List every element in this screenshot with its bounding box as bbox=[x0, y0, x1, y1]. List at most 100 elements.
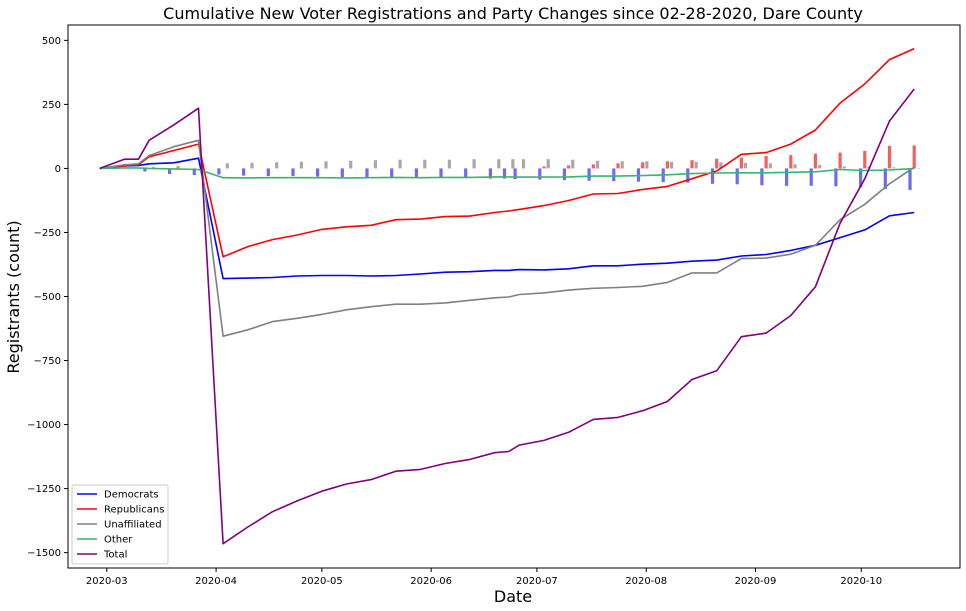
bar-democrats-29 bbox=[785, 168, 789, 186]
legend-label-democrats: Democrats bbox=[104, 490, 159, 501]
bar-unaffiliated-8 bbox=[299, 161, 303, 169]
y-tick-label-2: 0 bbox=[55, 164, 61, 175]
legend-label-unaffiliated: Unaffiliated bbox=[104, 520, 162, 531]
bar-republicans-26 bbox=[715, 158, 719, 169]
x-tick-label-3: 2020-06 bbox=[410, 576, 452, 587]
bar-unaffiliated-17 bbox=[511, 159, 515, 169]
plot-area bbox=[67, 24, 961, 569]
bar-unaffiliated-11 bbox=[373, 160, 377, 169]
bar-unaffiliated-23 bbox=[645, 161, 649, 169]
bar-democrats-16 bbox=[488, 168, 492, 179]
bar-republicans-21 bbox=[591, 164, 595, 169]
bar-democrats-28 bbox=[760, 168, 764, 186]
bar-unaffiliated-16 bbox=[497, 159, 501, 169]
bar-republicans-30 bbox=[813, 153, 817, 169]
x-tick-label-7: 2020-10 bbox=[840, 576, 882, 587]
chart-title: Cumulative New Voter Registrations and P… bbox=[163, 4, 863, 23]
bar-unaffiliated-22 bbox=[620, 161, 624, 169]
bar-unaffiliated-15 bbox=[472, 159, 476, 169]
bar-democrats-19 bbox=[538, 168, 542, 180]
legend-label-republicans: Republicans bbox=[104, 505, 164, 516]
legend-box bbox=[71, 484, 169, 565]
bar-democrats-18 bbox=[513, 168, 517, 180]
bar-unaffiliated-9 bbox=[324, 161, 328, 169]
bar-republicans-24 bbox=[665, 161, 669, 169]
x-tick-label-2: 2020-05 bbox=[301, 576, 343, 587]
x-tick-label-5: 2020-08 bbox=[625, 576, 667, 587]
series-line-other bbox=[99, 167, 915, 179]
bar-unaffiliated-19 bbox=[546, 159, 550, 169]
bar-democrats-32 bbox=[859, 168, 863, 188]
bar-democrats-22 bbox=[612, 168, 616, 182]
x-tick-label-1: 2020-04 bbox=[195, 576, 237, 587]
series-line-republicans bbox=[99, 47, 915, 258]
bar-democrats-25 bbox=[686, 168, 690, 183]
bar-republicans-29 bbox=[789, 155, 793, 169]
bar-democrats-17 bbox=[502, 168, 507, 179]
y-tick-label-7: −1250 bbox=[27, 484, 61, 495]
bar-democrats-10 bbox=[340, 168, 344, 178]
bar-unaffiliated-30 bbox=[818, 164, 822, 169]
bar-republicans-19 bbox=[542, 166, 546, 169]
bar-republicans-25 bbox=[690, 160, 694, 169]
bar-unaffiliated-34 bbox=[916, 167, 920, 169]
bar-republicans-22 bbox=[616, 163, 620, 169]
bar-democrats-14 bbox=[439, 168, 443, 178]
legend-label-other: Other bbox=[104, 535, 133, 546]
bar-unaffiliated-25 bbox=[694, 161, 698, 169]
y-tick-label-1: 250 bbox=[42, 100, 61, 111]
bar-democrats-7 bbox=[266, 168, 270, 177]
bar-unaffiliated-33 bbox=[892, 167, 896, 169]
x-tick-label-0: 2020-03 bbox=[86, 576, 128, 587]
bar-democrats-21 bbox=[587, 168, 591, 181]
bar-unaffiliated-13 bbox=[423, 159, 427, 169]
bar-democrats-33 bbox=[883, 168, 887, 189]
bar-democrats-15 bbox=[464, 168, 468, 179]
bar-democrats-26 bbox=[710, 168, 715, 184]
y-tick-label-3: −250 bbox=[34, 228, 61, 239]
bar-republicans-31 bbox=[838, 152, 842, 169]
bar-unaffiliated-2 bbox=[151, 166, 155, 169]
bar-democrats-11 bbox=[365, 168, 369, 178]
bar-democrats-12 bbox=[390, 168, 394, 178]
series-line-unaffiliated bbox=[99, 139, 915, 338]
bar-unaffiliated-28 bbox=[768, 163, 772, 169]
bar-unaffiliated-12 bbox=[398, 159, 402, 169]
x-axis-label: Date bbox=[494, 587, 532, 606]
bar-democrats-6 bbox=[242, 168, 246, 176]
bar-unaffiliated-27 bbox=[744, 162, 748, 169]
bar-democrats-3 bbox=[168, 168, 172, 174]
legend-label-total: Total bbox=[103, 550, 127, 561]
y-tick-label-0: 500 bbox=[42, 36, 61, 47]
bar-unaffiliated-21 bbox=[595, 160, 600, 169]
bar-democrats-20 bbox=[562, 168, 566, 181]
bar-unaffiliated-7 bbox=[275, 162, 279, 169]
y-axis: 500 250 0 −250 −500 −750 −1000 −1250 −1500 bbox=[27, 36, 68, 559]
bar-democrats-9 bbox=[316, 168, 320, 177]
bar-democrats-4 bbox=[192, 168, 196, 176]
bar-republicans-34 bbox=[912, 145, 916, 169]
bar-democrats-27 bbox=[735, 168, 739, 185]
x-axis: 2020-03 2020-04 2020-05 2020-06 2020-07 2020-… bbox=[86, 568, 882, 587]
bar-unaffiliated-26 bbox=[719, 162, 723, 169]
bar-unaffiliated-18 bbox=[521, 159, 526, 169]
bar-democrats-8 bbox=[291, 168, 295, 177]
bar-democrats-2 bbox=[143, 168, 147, 172]
y-tick-label-4: −500 bbox=[34, 292, 61, 303]
bar-democrats-5 bbox=[217, 168, 221, 175]
bar-republicans-23 bbox=[641, 162, 645, 169]
bar-unaffiliated-29 bbox=[793, 164, 797, 169]
bar-unaffiliated-31 bbox=[842, 166, 846, 169]
bar-democrats-13 bbox=[414, 168, 418, 178]
bar-republicans-33 bbox=[887, 145, 892, 169]
bar-democrats-34 bbox=[908, 168, 912, 190]
legend: Democrats Republicans Unaffiliated Other Tot… bbox=[71, 484, 169, 565]
bar-republicans-32 bbox=[863, 151, 867, 169]
y-axis-label: Registrants (count) bbox=[4, 220, 23, 373]
bar-republicans-20 bbox=[567, 165, 571, 169]
series-lines bbox=[99, 47, 915, 545]
bar-democrats-30 bbox=[809, 168, 813, 186]
bar-unaffiliated-10 bbox=[349, 160, 353, 169]
bar-unaffiliated-6 bbox=[250, 162, 254, 169]
